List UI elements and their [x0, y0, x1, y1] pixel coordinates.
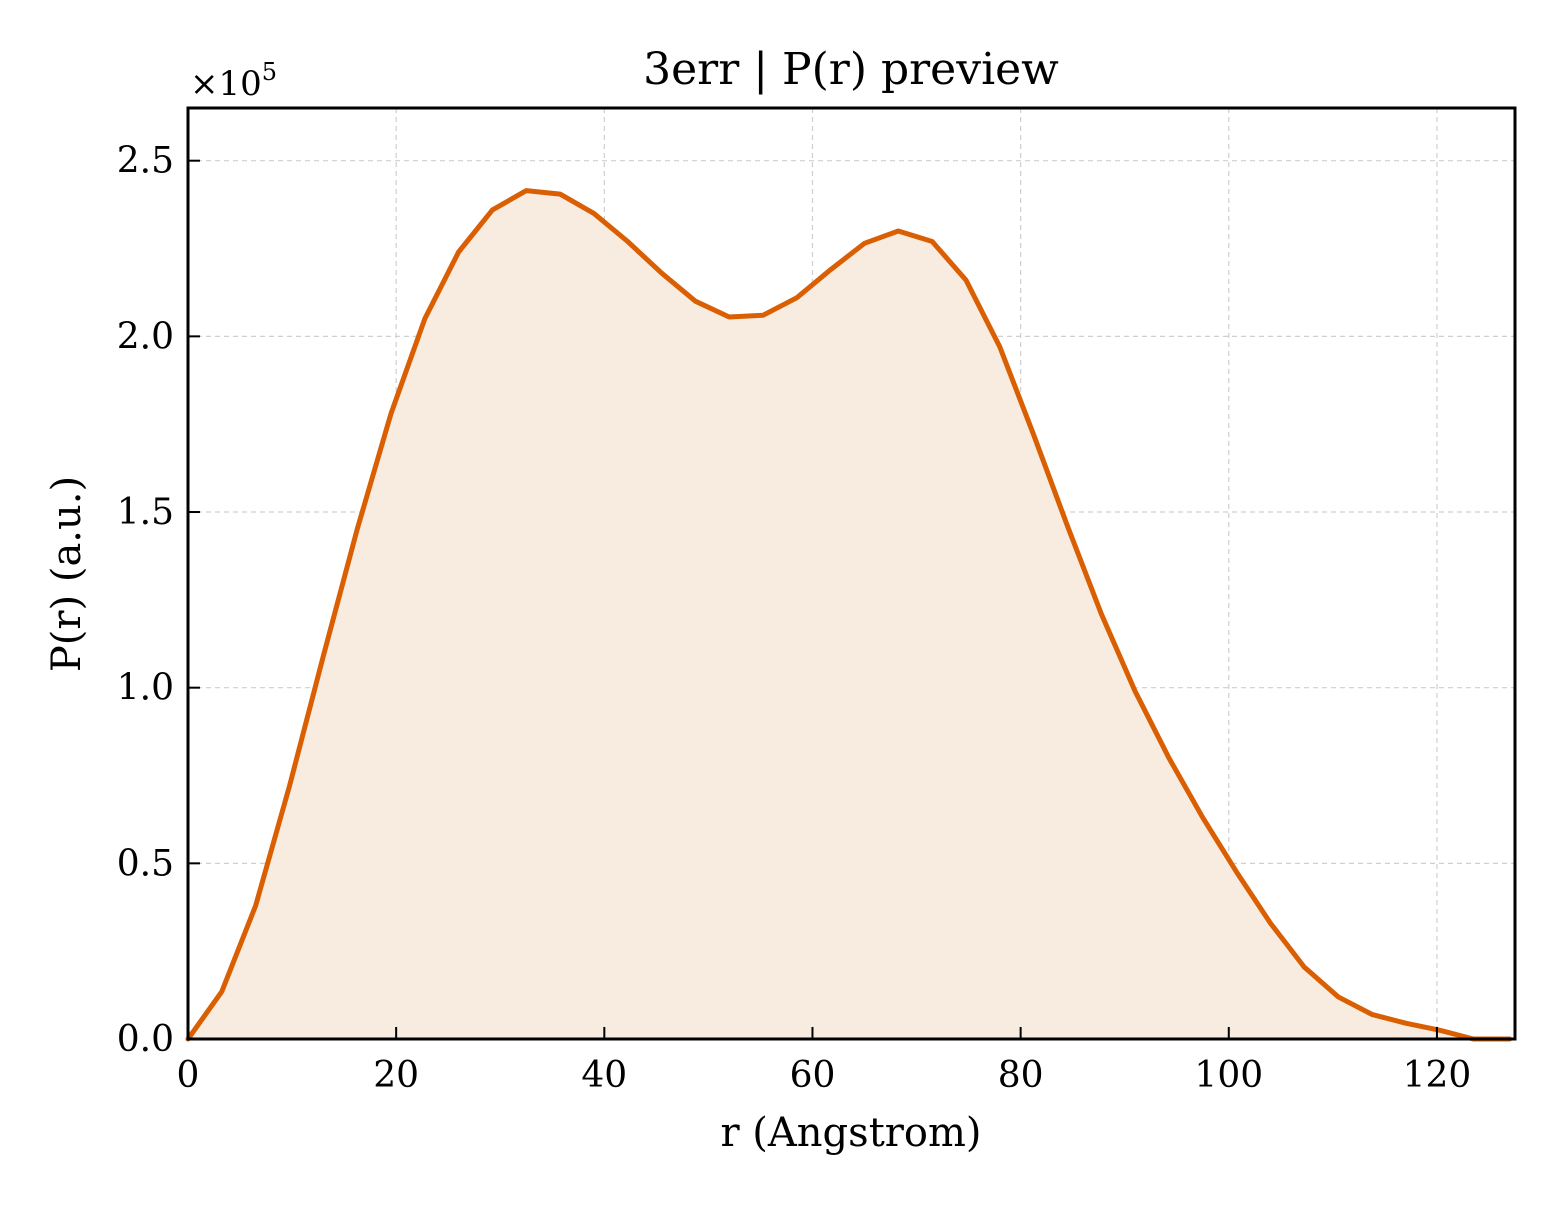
- area-layer: [185, 188, 1513, 1042]
- x-tick-label: 120: [1403, 1055, 1472, 1096]
- chart-title: 3err | P(r) preview: [643, 44, 1059, 95]
- y-scale-exponent-label: ×105: [190, 58, 277, 104]
- x-axis-label: r (Angstrom): [720, 1110, 981, 1156]
- pr-area-fill: [188, 190, 1510, 1040]
- x-tick-label: 0: [177, 1055, 200, 1096]
- y-tick-label: 2.5: [117, 141, 174, 182]
- y-tick-label: 0.5: [117, 843, 174, 884]
- y-tick-label: 1.0: [117, 668, 174, 709]
- y-scale-power: 5: [262, 58, 277, 86]
- x-tick-label: 20: [373, 1055, 419, 1096]
- pr-curve-line: [185, 188, 1513, 1042]
- x-tick-label: 80: [998, 1055, 1044, 1096]
- y-axis-label: P(r) (a.u.): [44, 476, 90, 672]
- x-tick-label: 40: [581, 1055, 627, 1096]
- plot-frame: [186, 106, 1517, 1041]
- y-tick-label: 1.5: [117, 492, 174, 533]
- y-tick-label: 2.0: [117, 316, 174, 357]
- y-scale-prefix: ×10: [190, 64, 262, 104]
- x-tick-label: 100: [1194, 1055, 1263, 1096]
- x-tick-label: 60: [790, 1055, 836, 1096]
- y-tick-label: 0.0: [117, 1019, 174, 1060]
